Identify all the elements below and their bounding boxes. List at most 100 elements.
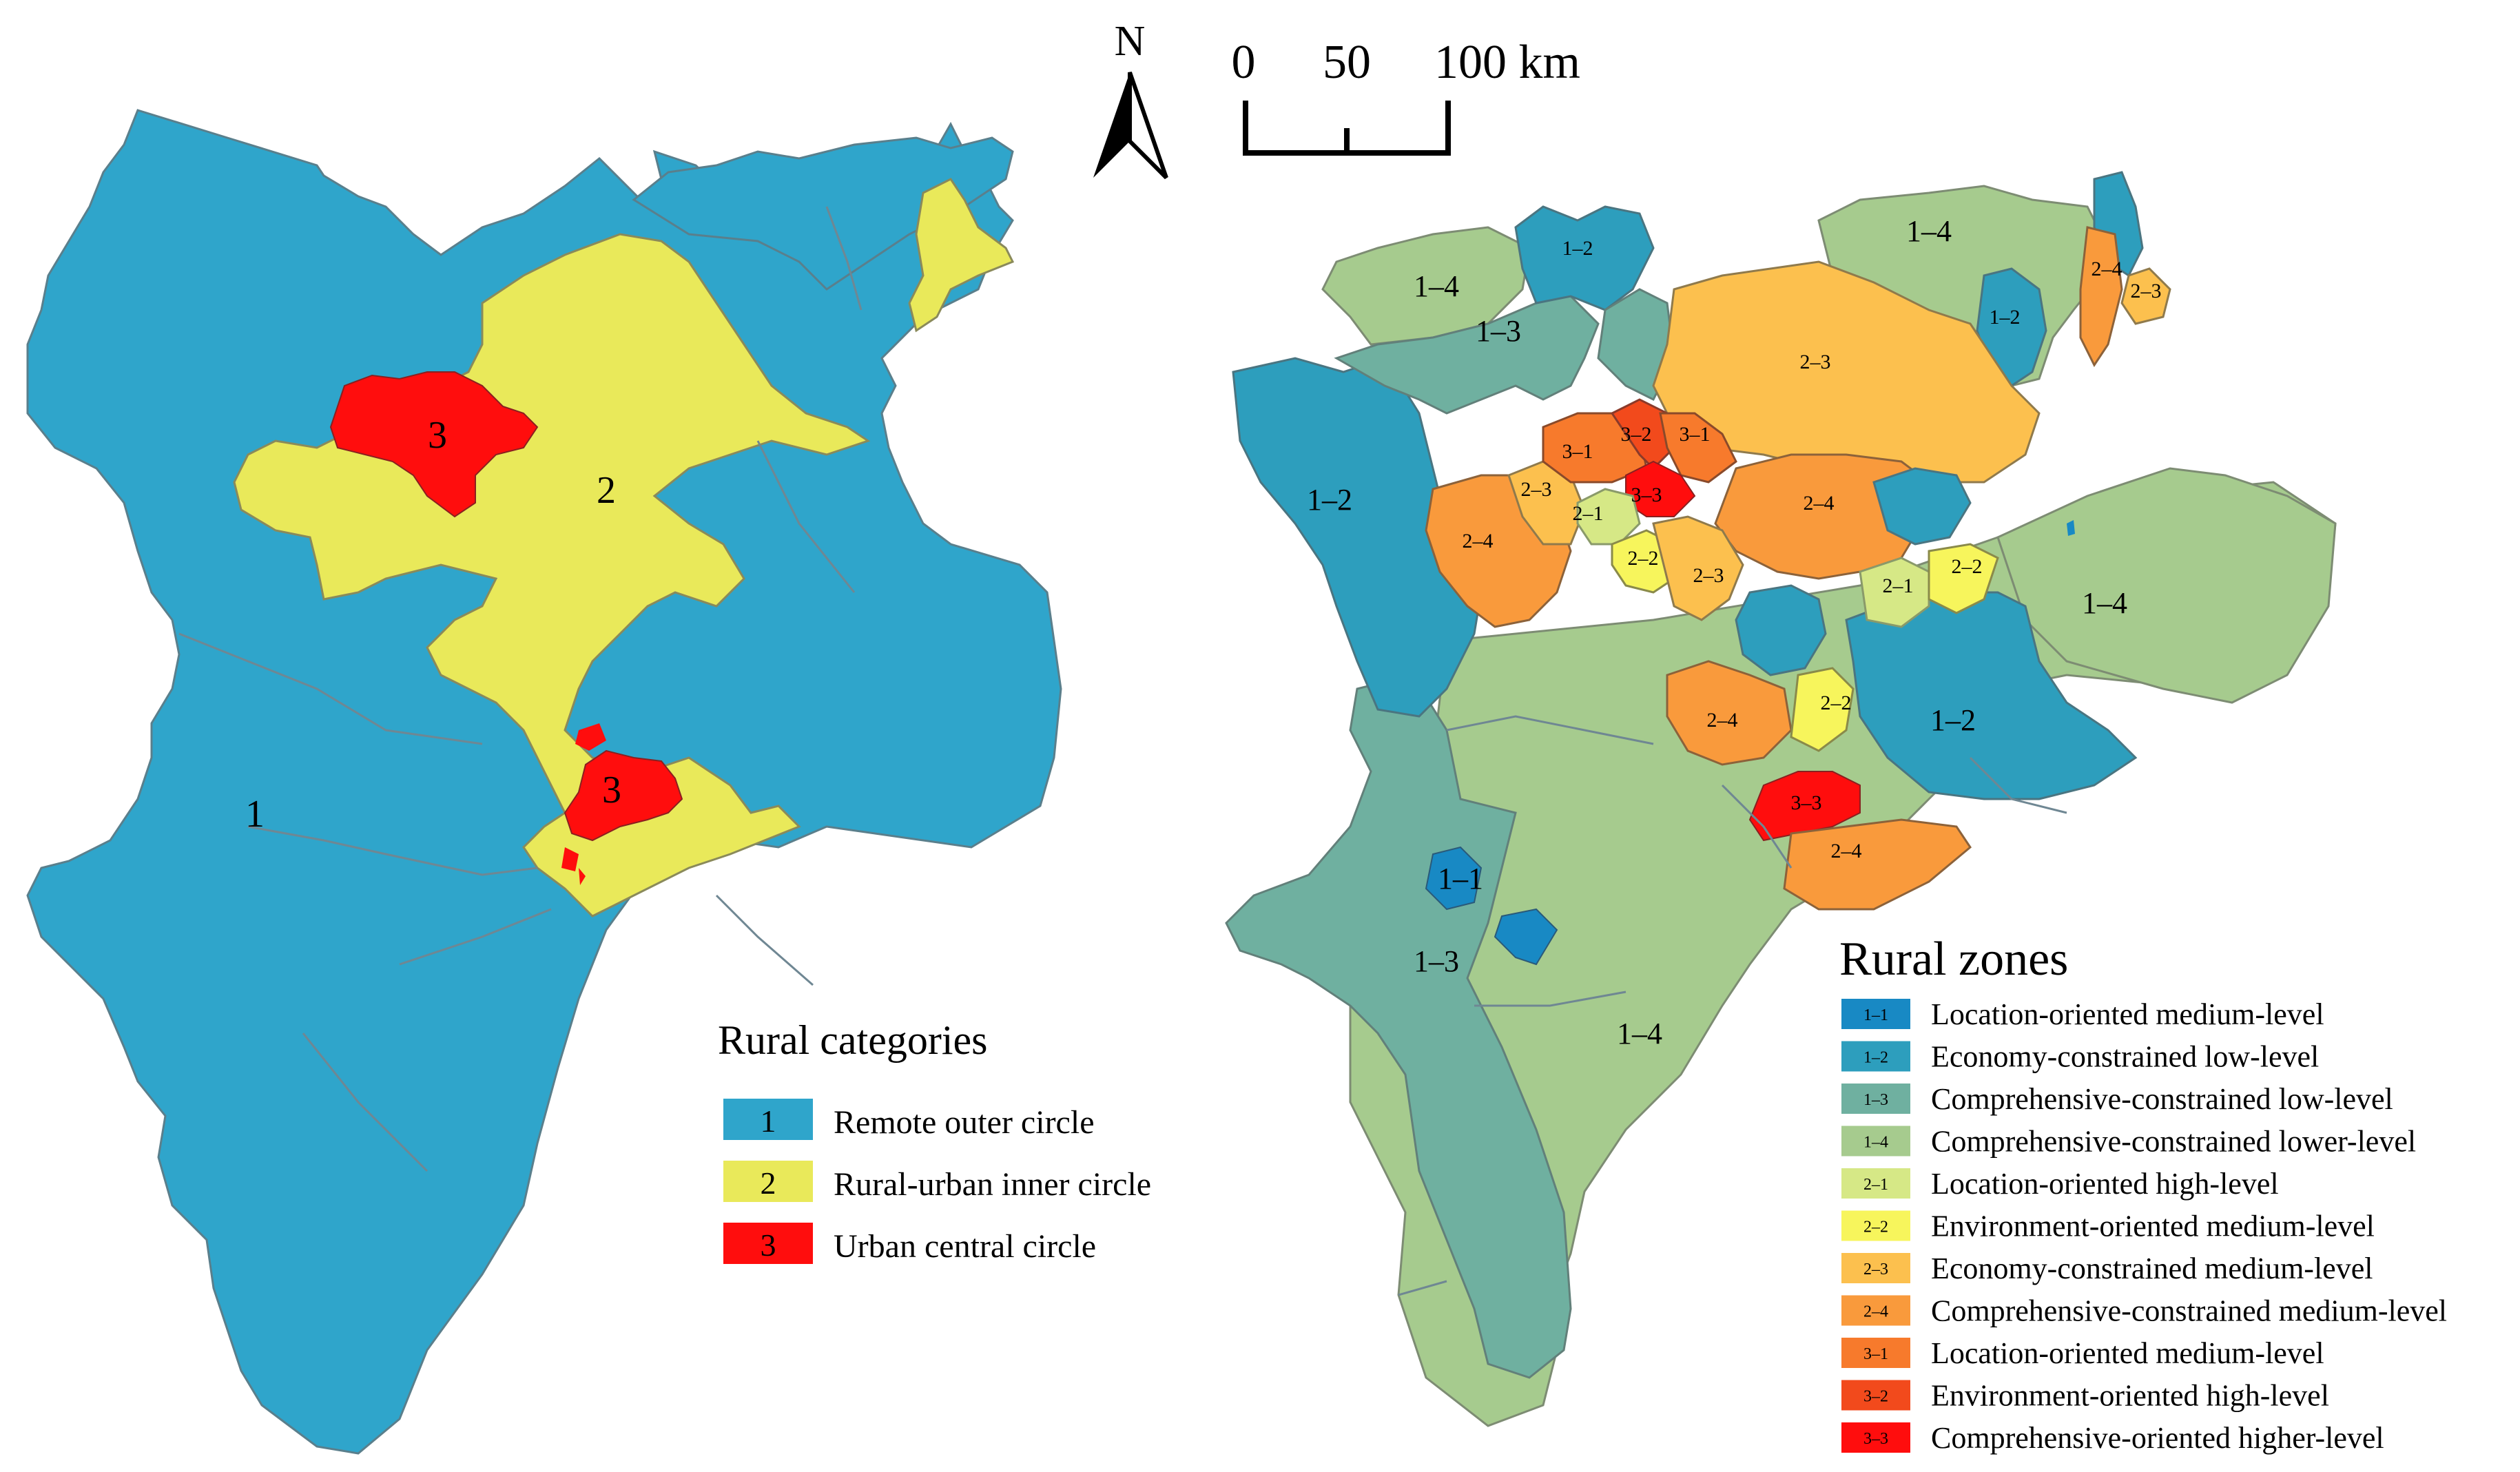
- right-legend-label: Comprehensive-constrained low-level: [1931, 1082, 2393, 1116]
- right-legend-code: 1–2: [1863, 1049, 1888, 1067]
- right-label-2: 1–3: [1476, 314, 1521, 348]
- left-legend-swatch-2: [723, 1161, 813, 1202]
- right-legend-label: Location-oriented medium-level: [1931, 1336, 2324, 1370]
- left-legend-item-3: 3 Urban central circle: [723, 1223, 1096, 1265]
- right-legend-swatch: [1841, 1422, 1910, 1453]
- right-legend-code: 1–3: [1863, 1091, 1888, 1109]
- right-label-10: 3–1: [1680, 423, 1711, 446]
- right-legend-code: 3–1: [1863, 1345, 1888, 1363]
- right-legend-code: 2–3: [1863, 1261, 1888, 1278]
- right-legend-swatch: [1841, 1253, 1910, 1283]
- left-region-remote-north: [632, 136, 1014, 291]
- right-legend-title: Rural zones: [1839, 933, 2068, 986]
- right-legend-item-1–1: 1–1 Location-oriented medium-level: [1841, 997, 2324, 1031]
- left-region-urban-patch-b: [561, 847, 579, 871]
- right-legend-label: Location-oriented medium-level: [1931, 997, 2324, 1031]
- right-legend-swatch: [1841, 1295, 1910, 1326]
- right-legend-label: Comprehensive-constrained lower-level: [1931, 1125, 2416, 1159]
- right-legend-item-2–3: 2–3 Economy-constrained medium-level: [1841, 1252, 2373, 1285]
- right-label-6: 2–3: [2131, 280, 2162, 302]
- right-label-20: 2–2: [1952, 555, 1983, 578]
- right-label-24: 1–2: [1930, 703, 1976, 737]
- left-legend-label-2: Rural-urban inner circle: [834, 1166, 1151, 1203]
- right-legend-swatch: [1841, 1210, 1910, 1241]
- right-label-9: 3–2: [1621, 423, 1652, 446]
- right-label-19: 2–1: [1883, 574, 1914, 597]
- scale-tick-0: 0: [1232, 36, 1256, 89]
- right-label-11: 2–3: [1521, 478, 1552, 501]
- left-legend-code-1: 1: [761, 1103, 776, 1139]
- right-label-12: 2–1: [1573, 502, 1604, 525]
- left-legend: Rural categories 1 Remote outer circle 2…: [718, 1017, 1151, 1265]
- right-legend: Rural zones 1–1 Location-oriented medium-…: [1839, 933, 2447, 1455]
- right-label-8: 3–1: [1562, 440, 1593, 463]
- right-map: 1–2 1–4 1–3 1–4 1–2 2–4 2–3 2–3 3–1 3–2 …: [1225, 171, 2337, 1427]
- right-legend-code: 1–1: [1863, 1006, 1888, 1024]
- right-legend-item-3–2: 3–2 Environment-oriented high-level: [1841, 1379, 2329, 1413]
- right-label-18: 2–3: [1693, 564, 1724, 587]
- right-region-2-3-far-northeast: [2120, 267, 2171, 325]
- right-label-23: 2–2: [1821, 692, 1852, 714]
- right-label-16: 2–4: [1463, 530, 1494, 552]
- right-legend-code: 3–3: [1863, 1430, 1888, 1448]
- right-label-29: 1–4: [1617, 1017, 1662, 1050]
- right-region-3-3-south: [1748, 771, 1861, 842]
- right-label-4: 1–2: [1562, 237, 1593, 260]
- right-label-25: 3–3: [1791, 791, 1822, 814]
- right-label-22: 2–4: [1707, 709, 1738, 732]
- left-label-inner: 2: [597, 469, 616, 512]
- right-label-26: 2–4: [1831, 840, 1862, 862]
- north-label: N: [1115, 18, 1146, 65]
- scale-tick-50: 50: [1323, 36, 1371, 89]
- right-legend-item-2–2: 2–2 Environment-oriented medium-level: [1841, 1210, 2375, 1243]
- right-legend-item-3–1: 3–1 Location-oriented medium-level: [1841, 1336, 2324, 1370]
- right-legend-label: Comprehensive-constrained medium-level: [1931, 1294, 2447, 1328]
- right-region-1-2-central-east: [1872, 467, 1972, 546]
- right-legend-swatch: [1841, 1126, 1910, 1157]
- right-label-5: 2–4: [2092, 258, 2123, 280]
- left-region-urban-south: [564, 749, 683, 842]
- right-legend-label: Environment-oriented high-level: [1931, 1379, 2329, 1413]
- left-legend-swatch-3: [723, 1223, 813, 1264]
- left-legend-code-3: 3: [761, 1227, 776, 1263]
- right-region-1-2-north: [1514, 205, 1655, 311]
- right-region-1-1-a: [1425, 846, 1483, 911]
- right-legend-item-2–4: 2–4 Comprehensive-constrained medium-leve…: [1841, 1294, 2447, 1328]
- scale-bar-line: [1243, 101, 1451, 156]
- right-legend-code: 3–2: [1863, 1388, 1888, 1406]
- right-internal-boundaries: [1398, 715, 2067, 1296]
- left-label-urban-south: 3: [602, 769, 621, 811]
- right-region-1-1-c: [2067, 520, 2075, 536]
- left-legend-item-1: 1 Remote outer circle: [723, 1099, 1095, 1141]
- scale-bar: 0 50 100 km: [1232, 36, 1580, 156]
- left-label-urban-north: 3: [428, 414, 447, 457]
- north-arrow-right-half-icon: [1128, 72, 1168, 180]
- left-legend-code-2: 2: [761, 1165, 776, 1201]
- right-label-28: 1–3: [1414, 944, 1459, 978]
- left-region-inner-circle: [233, 233, 871, 918]
- right-legend-code: 1–4: [1863, 1134, 1888, 1152]
- right-region-1-1-b: [1494, 908, 1558, 966]
- left-label-outer: 1: [245, 793, 265, 836]
- right-region-1-3-west: [1225, 674, 1572, 1379]
- north-arrow: N: [1093, 18, 1168, 180]
- left-region-urban-north: [329, 371, 539, 518]
- right-legend-label: Economy-constrained low-level: [1931, 1040, 2319, 1074]
- right-label-13: 3–3: [1631, 484, 1662, 506]
- right-legend-item-2–1: 2–1 Location-oriented high-level: [1841, 1167, 2279, 1201]
- right-label-0: 1–2: [1307, 483, 1352, 517]
- left-map: 3 2 3 1: [26, 109, 1062, 1455]
- right-label-15: 2–4: [1804, 492, 1835, 515]
- right-legend-label: Comprehensive-oriented higher-level: [1931, 1421, 2384, 1455]
- right-region-2-4-far-northeast: [2079, 226, 2123, 367]
- right-legend-label: Location-oriented high-level: [1931, 1167, 2279, 1201]
- right-region-2-2-east: [1928, 543, 1999, 614]
- right-label-1: 1–4: [1414, 269, 1459, 303]
- left-region-inner-east: [908, 178, 1015, 333]
- right-legend-swatch: [1841, 1380, 1910, 1411]
- left-legend-label-3: Urban central circle: [834, 1228, 1096, 1265]
- north-arrow-left-half-icon: [1093, 72, 1130, 178]
- right-legend-item-3–3: 3–3 Comprehensive-oriented higher-level: [1841, 1421, 2384, 1455]
- right-legend-label: Environment-oriented medium-level: [1931, 1210, 2375, 1243]
